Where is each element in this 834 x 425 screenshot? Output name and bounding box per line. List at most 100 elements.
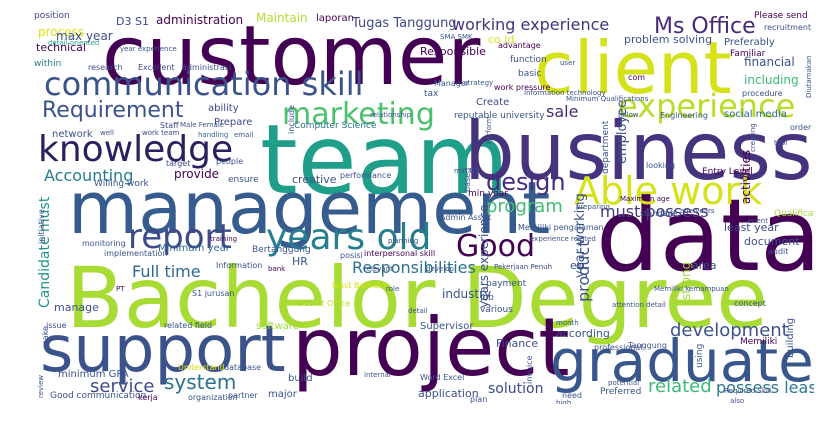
word-engineering: Engineering: [660, 111, 708, 120]
word-initiative: Minimum Qualifications: [566, 95, 649, 103]
word-required-skill: initiative: [37, 209, 46, 244]
word-kerja: application: [418, 387, 479, 400]
word-partner: Word Excel: [420, 373, 465, 382]
word-analysis: kerja: [138, 393, 158, 402]
word-concept: Memiliki kemampuan: [654, 285, 729, 293]
word-position: position: [34, 11, 70, 21]
word-plan: detail: [408, 307, 428, 315]
word-database: Finance: [496, 337, 539, 350]
word-related: related: [648, 376, 712, 397]
word-financial: financial: [744, 55, 795, 69]
word-supervisor: month: [556, 319, 579, 327]
word-prepare: Prepare: [214, 117, 253, 128]
word-full-time: Full time: [132, 262, 201, 281]
word-excellent: Excellent: [138, 63, 175, 72]
word-interpersonal-skill: Minimum year: [158, 243, 230, 254]
word-software: according: [556, 327, 610, 340]
word-customer: customer: [102, 9, 481, 104]
word-professional: using: [695, 343, 705, 368]
word-attention-detail: building: [785, 317, 796, 358]
word-able: standard: [640, 209, 676, 218]
word-implementation: training: [210, 235, 238, 243]
word-technical: technical: [36, 41, 86, 54]
word-procedure: procedure: [742, 89, 783, 98]
word-manager: Manager: [434, 79, 470, 88]
word-email: email: [234, 131, 254, 139]
word-memiliki-kemampuan: issue: [46, 321, 67, 330]
word-administration: administration: [156, 13, 244, 27]
word-relevant: develop: [426, 265, 454, 273]
word-program: program: [486, 196, 563, 217]
word-marketing: marketing: [282, 97, 435, 132]
word-related-field: Supervisor: [420, 321, 474, 332]
word-looking: Qualification: [774, 209, 814, 219]
word-tugas-tanggung: Tugas Tanggung: [352, 16, 457, 31]
word-strategy: Information technology: [524, 89, 606, 97]
word-data: data: [596, 177, 814, 294]
word-operation: employee: [615, 99, 630, 164]
word-using: organization: [188, 393, 238, 402]
word-etc: strong: [679, 261, 693, 300]
word-possess-least: possess least: [716, 378, 814, 397]
word-high: planning: [388, 237, 419, 245]
word-creating: invoice: [525, 355, 534, 384]
word-jakarta-indonesia: Good communication: [50, 391, 147, 401]
word-job: manage: [54, 301, 99, 314]
word-able-work: Able work: [574, 169, 763, 213]
word-support: support: [40, 313, 286, 387]
word-major: Preferred: [600, 387, 642, 397]
word-information: bank: [268, 265, 286, 273]
word-document: audit: [768, 247, 789, 256]
word-follow: well: [100, 129, 114, 137]
word-monitoring: implementation: [104, 249, 168, 258]
word-year-working: Maximum age: [620, 195, 670, 203]
word-application: plan: [470, 395, 488, 404]
word-least-bachelor: related field: [164, 321, 213, 330]
word-preparing: follow: [618, 111, 639, 119]
word-design: design: [486, 168, 566, 196]
word-year-experience: performance: [340, 171, 392, 180]
word-various: PT: [116, 285, 125, 293]
word-maximum-age: age years: [680, 207, 715, 215]
word-research: research: [88, 63, 123, 72]
word-male-female: Male Female: [180, 121, 225, 129]
word-organization: internal: [364, 371, 391, 379]
word-understand: build: [288, 373, 313, 384]
word-network: network: [52, 129, 93, 140]
word-make: Understand: [178, 363, 225, 372]
word-work-pressure: work pressure: [494, 83, 551, 92]
word-minimum-gpa: database: [224, 363, 262, 372]
word-preferred: Required Skill: [724, 387, 772, 395]
word-user: preparing: [576, 203, 610, 211]
word-creative: creative: [292, 173, 337, 186]
word-create: Create: [476, 97, 510, 108]
word-good: Good: [456, 229, 535, 264]
word-responsibilities: Responsibilities: [352, 258, 476, 277]
word-familiar: Familiar: [730, 49, 766, 59]
word-payment: Job: [480, 293, 494, 303]
word-cloud: customer client team business management…: [34, 8, 814, 404]
word-computer-science: Computer Science: [294, 121, 377, 131]
word-solution: solution: [488, 381, 544, 397]
word-requirement: Requirement: [42, 98, 184, 123]
word-please-send: Please send: [754, 11, 808, 21]
word-build: professional: [594, 343, 643, 352]
word-strong: payment: [486, 279, 527, 289]
word-laporan: laporan: [316, 13, 354, 24]
word-standard: min year: [468, 189, 508, 199]
word-report: report: [128, 217, 232, 257]
word-people: people: [216, 157, 244, 166]
word-years-experience: etc: [570, 259, 588, 272]
word-audit: event: [748, 217, 768, 225]
word-function: function: [510, 55, 547, 65]
word-maintain: Maintain: [256, 11, 308, 25]
word-order: year experience: [120, 45, 177, 53]
word-finance: Tanggung: [628, 341, 667, 350]
word-development: development: [670, 320, 789, 341]
word-s1-jurusan: Microsoft Office: [288, 299, 351, 308]
word-handling: handling: [198, 131, 229, 139]
word-co-id: co id: [488, 33, 515, 46]
word-service: service: [90, 376, 155, 397]
word-internal: need: [562, 391, 582, 400]
word-administrasi: administrasi: [182, 63, 232, 72]
